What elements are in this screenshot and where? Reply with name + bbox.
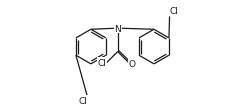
Text: N: N [114, 24, 120, 33]
Text: Cl: Cl [97, 58, 106, 67]
Text: Cl: Cl [168, 7, 177, 16]
Text: O: O [128, 60, 135, 69]
Text: Cl: Cl [78, 96, 87, 105]
